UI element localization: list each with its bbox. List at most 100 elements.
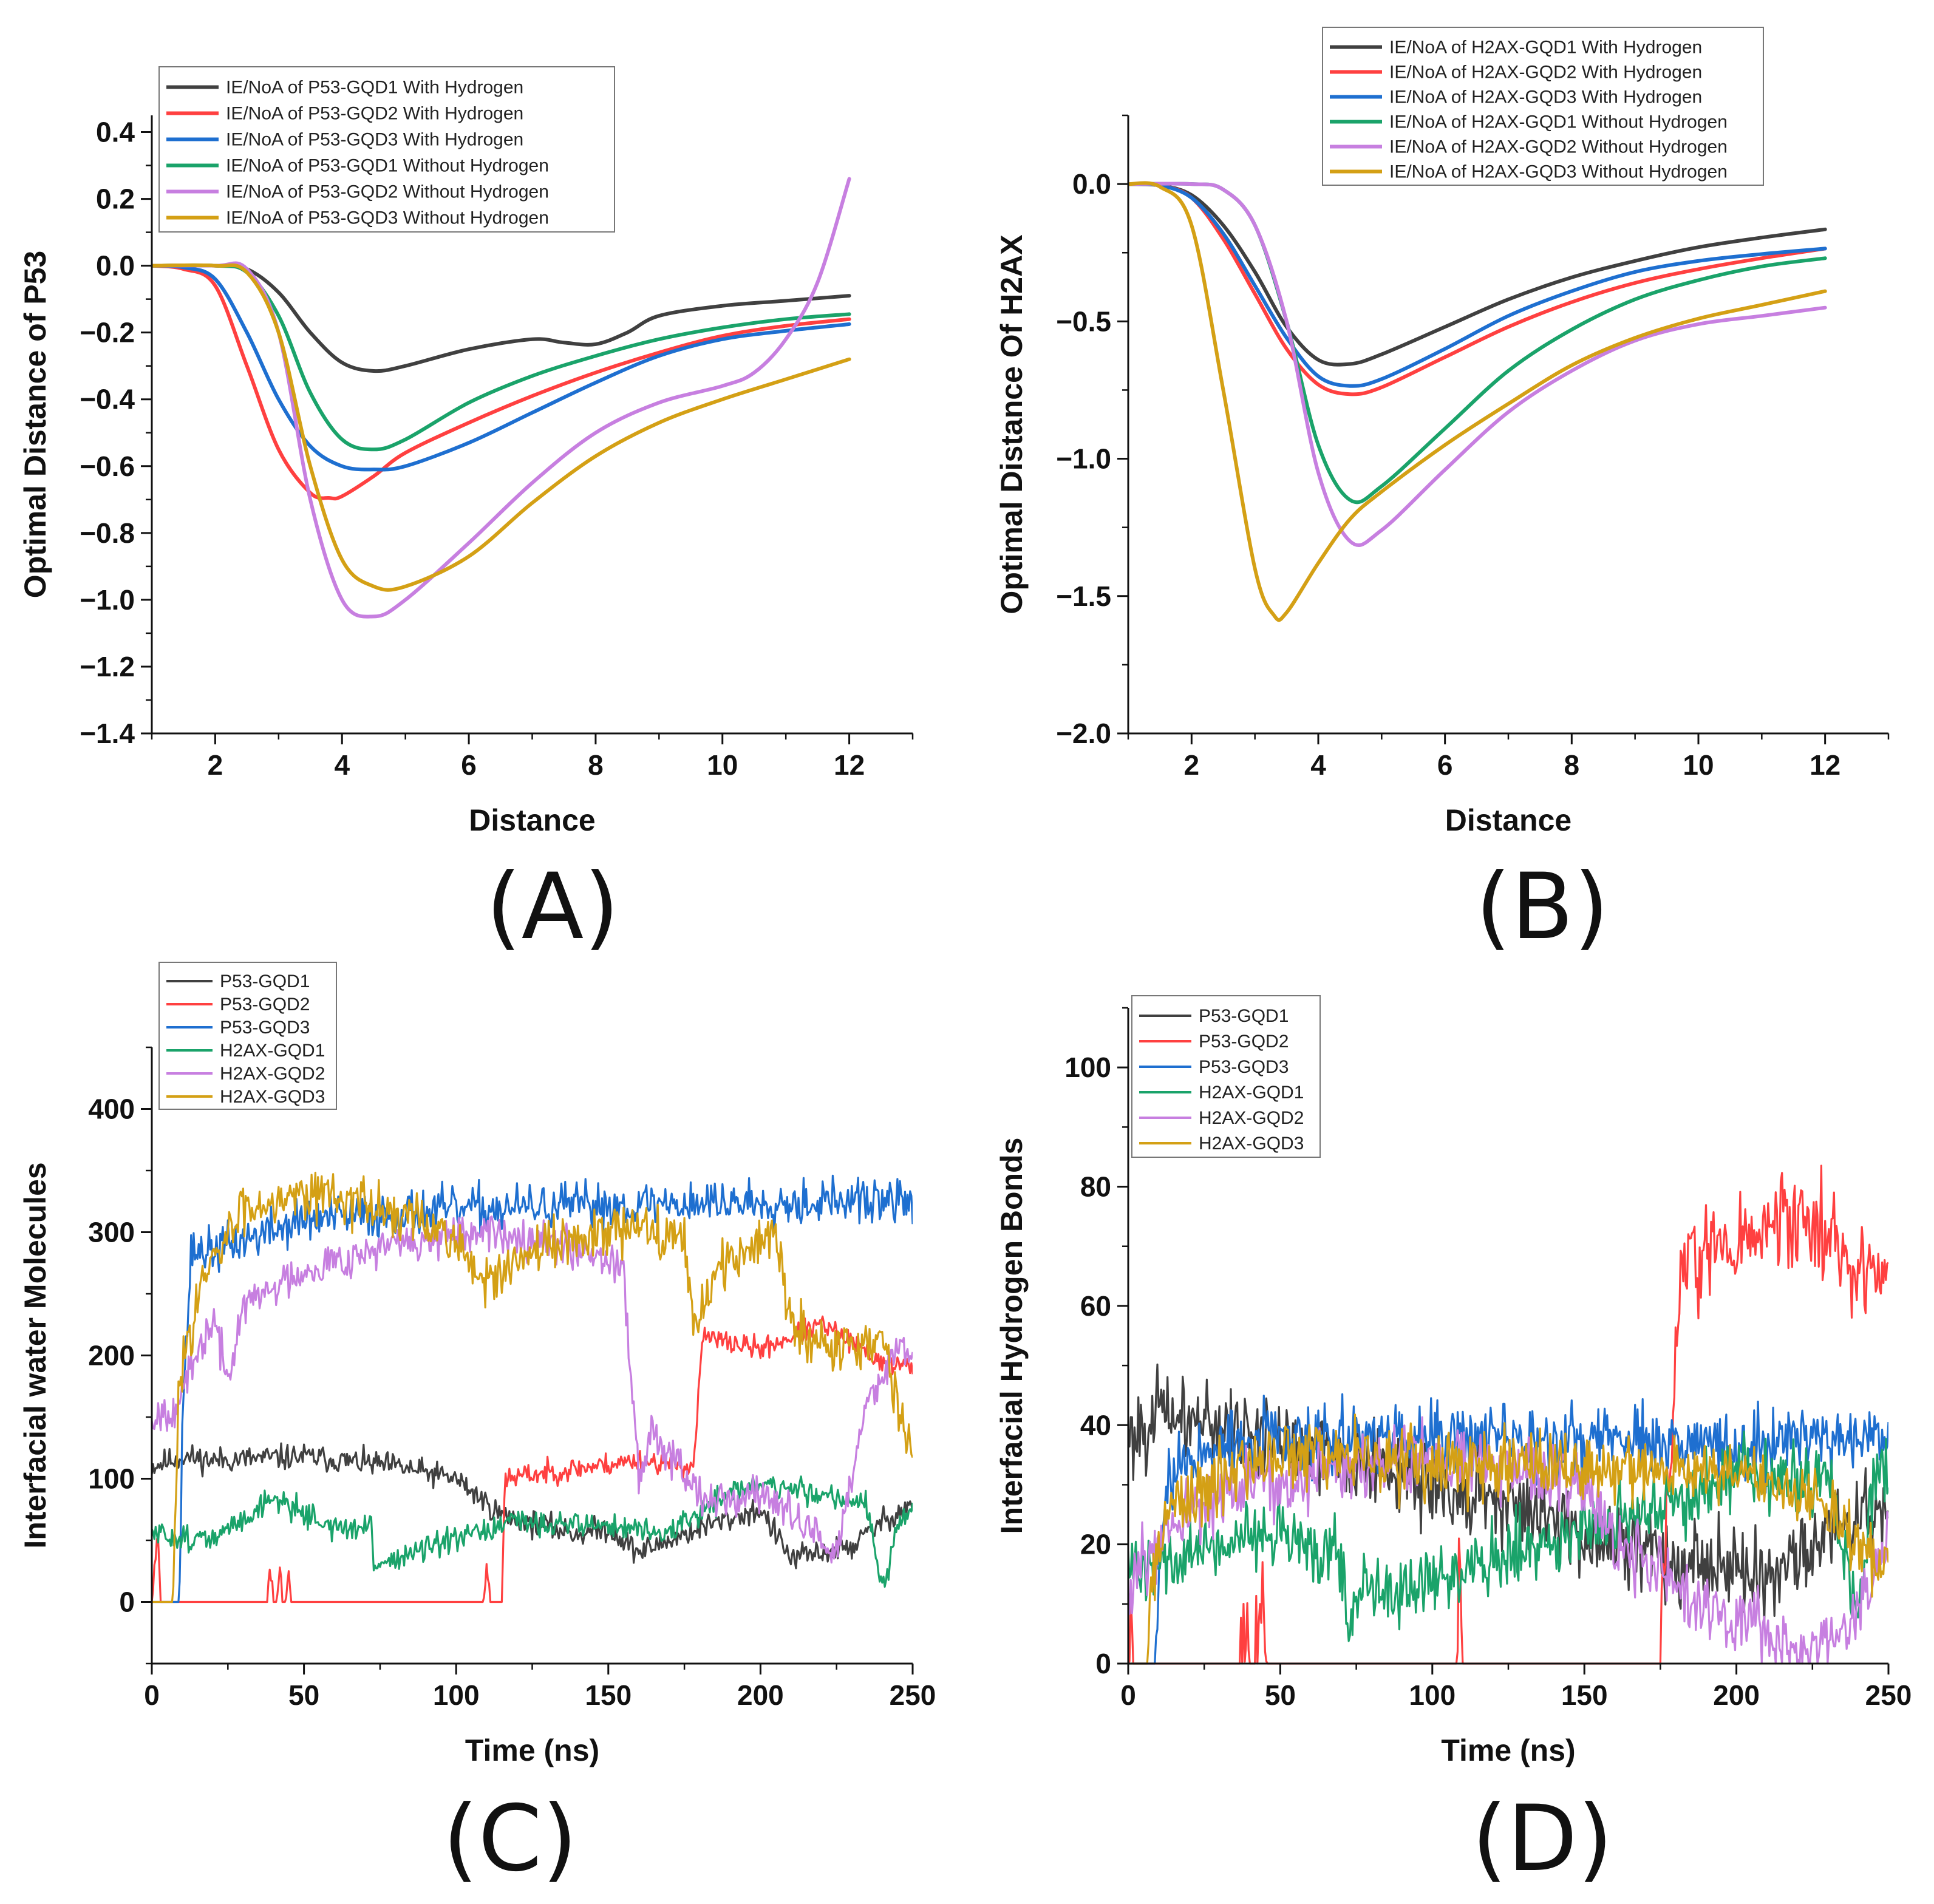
series-line-6 — [1128, 181, 1827, 622]
series-group — [152, 177, 851, 619]
y-tick-label: −2.0 — [1056, 718, 1111, 749]
x-tick-label: 10 — [1683, 749, 1714, 781]
legend-label: P53-GQD2 — [220, 994, 310, 1015]
x-tick-label: 100 — [1409, 1679, 1456, 1711]
legend-label: IE/NoA of H2AX-GQD3 With Hydrogen — [1389, 87, 1702, 107]
legend-label: IE/NoA of P53-GQD2 Without Hydrogen — [226, 182, 549, 202]
y-tick-label: 0.0 — [96, 250, 135, 282]
x-axis-title: Time (ns) — [465, 1733, 599, 1767]
x-tick-label: 150 — [1561, 1679, 1608, 1711]
series-line-5 — [152, 1216, 913, 1564]
x-tick-label: 12 — [1810, 749, 1840, 781]
x-axis-title: Distance — [1445, 803, 1571, 837]
legend-box — [1131, 995, 1321, 1158]
legend-label: P53-GQD3 — [1199, 1057, 1289, 1077]
x-axis-title: Time (ns) — [1441, 1733, 1575, 1767]
legend-label: P53-GQD1 — [220, 971, 310, 991]
x-tick-label: 50 — [1265, 1679, 1296, 1711]
panel-label: (A) — [486, 854, 619, 960]
y-tick-label: 80 — [1080, 1171, 1111, 1203]
series-line-2 — [152, 264, 851, 501]
y-tick-label: −0.2 — [80, 317, 135, 348]
y-tick-label: −1.0 — [1056, 443, 1111, 475]
series-line-2 — [152, 1315, 913, 1603]
legend-label: H2AX-GQD2 — [220, 1064, 325, 1084]
series-line-4 — [152, 1475, 913, 1588]
series-line-3 — [1128, 182, 1827, 388]
legend-label: H2AX-GQD3 — [1199, 1134, 1304, 1154]
series-line-3 — [152, 1174, 913, 1603]
x-tick-label: 200 — [1713, 1679, 1760, 1711]
series-line-5 — [1128, 182, 1827, 547]
y-axis-title: Optimal Distance Of H2AX — [995, 234, 1029, 614]
y-tick-label: 0.0 — [1072, 168, 1111, 200]
legend-label: IE/NoA of H2AX-GQD1 Without Hydrogen — [1389, 112, 1728, 132]
legend: P53-GQD1 P53-GQD2 P53-GQD3 H2AX-GQD1 H2AX-GQ… — [158, 962, 337, 1110]
legend-label: P53-GQD2 — [1199, 1032, 1289, 1052]
panel-label: (D) — [1472, 1786, 1613, 1892]
legend-box — [158, 962, 337, 1110]
legend-label: H2AX-GQD1 — [220, 1041, 325, 1061]
y-tick-label: −1.0 — [80, 584, 135, 616]
x-tick-label: 2 — [1184, 749, 1200, 781]
series-group — [1128, 181, 1827, 622]
y-tick-label: 400 — [88, 1093, 135, 1125]
y-tick-label: 0 — [119, 1586, 135, 1618]
y-tick-label: 100 — [88, 1463, 135, 1495]
x-tick-label: 150 — [585, 1679, 632, 1711]
series-group — [152, 1171, 913, 1603]
legend-label: P53-GQD1 — [1199, 1006, 1289, 1026]
chart-A: 2 4 6 8 10 12 −1.4 −1.2 −1.0 −0.8 −0.6 −0.4 −0.2 0.0 0… — [18, 66, 914, 960]
x-axis-title: Distance — [469, 803, 595, 837]
legend: IE/NoA of H2AX-GQD1 With Hydrogen IE/NoA … — [1322, 27, 1764, 186]
x-tick-label: 250 — [1865, 1679, 1912, 1711]
legend-label: IE/NoA of P53-GQD2 With Hydrogen — [226, 104, 523, 124]
y-tick-label: −1.4 — [80, 718, 135, 749]
legend-label: IE/NoA of P53-GQD1 Without Hydrogen — [226, 156, 549, 176]
series-line-6 — [152, 263, 851, 592]
panel-label: (B) — [1476, 854, 1609, 960]
legend: IE/NoA of P53-GQD1 With Hydrogen IE/NoA o… — [158, 66, 615, 233]
legend: P53-GQD1 P53-GQD2 P53-GQD3 H2AX-GQD1 H2AX-GQ… — [1131, 995, 1321, 1158]
y-tick-label: −1.5 — [1056, 580, 1111, 612]
y-axis-title: Interfacial water Molecules — [18, 1162, 52, 1548]
series-group — [1128, 1164, 1888, 1665]
legend-label: IE/NoA of H2AX-GQD2 Without Hydrogen — [1389, 137, 1728, 157]
chart-D: 0 50 100 150 200 250 0 20 40 60 80 100 Time (ns) Inte… — [995, 995, 1912, 1892]
legend-label: H2AX-GQD2 — [1199, 1108, 1304, 1128]
legend-label: IE/NoA of H2AX-GQD3 Without Hydrogen — [1389, 162, 1728, 182]
y-tick-label: −0.4 — [80, 384, 135, 415]
x-tick-label: 4 — [1310, 749, 1326, 781]
series-line-3 — [152, 264, 851, 472]
x-tick-label: 10 — [707, 749, 738, 781]
y-axis-title: Interfacial Hydrogen Bonds — [995, 1138, 1029, 1534]
legend-label: H2AX-GQD3 — [220, 1087, 325, 1107]
x-tick-label: 8 — [1564, 749, 1580, 781]
y-tick-label: −1.2 — [80, 651, 135, 682]
legend-box — [1322, 27, 1764, 186]
legend-label: P53-GQD3 — [220, 1018, 310, 1038]
x-tick-label: 6 — [1437, 749, 1453, 781]
x-tick-label: 8 — [588, 749, 604, 781]
series-line-5 — [152, 177, 851, 619]
chart-C: 0 50 100 150 200 250 0 100 200 300 400 Time (ns) Int… — [18, 962, 936, 1892]
y-tick-label: 20 — [1080, 1529, 1111, 1560]
y-tick-label: 60 — [1080, 1290, 1111, 1322]
y-tick-label: 0.4 — [96, 117, 135, 148]
legend-label: IE/NoA of P53-GQD3 Without Hydrogen — [226, 208, 549, 228]
x-tick-label: 2 — [208, 749, 223, 781]
series-line-6 — [152, 1171, 913, 1603]
y-tick-label: 100 — [1064, 1052, 1111, 1083]
legend-label: IE/NoA of P53-GQD3 With Hydrogen — [226, 130, 523, 150]
series-line-6 — [1128, 1413, 1888, 1665]
y-tick-label: 40 — [1080, 1409, 1111, 1441]
x-tick-label: 12 — [834, 749, 865, 781]
legend-label: IE/NoA of P53-GQD1 With Hydrogen — [226, 78, 523, 98]
x-tick-label: 200 — [737, 1679, 784, 1711]
chart-B: 2 4 6 8 10 12 −2.0 −1.5 −1.0 −0.5 0.0 Distance Optim… — [995, 27, 1890, 960]
panel-label: (C) — [443, 1786, 577, 1892]
y-tick-label: −0.8 — [80, 517, 135, 549]
x-tick-label: 4 — [334, 749, 350, 781]
legend-label: IE/NoA of H2AX-GQD2 With Hydrogen — [1389, 63, 1702, 83]
